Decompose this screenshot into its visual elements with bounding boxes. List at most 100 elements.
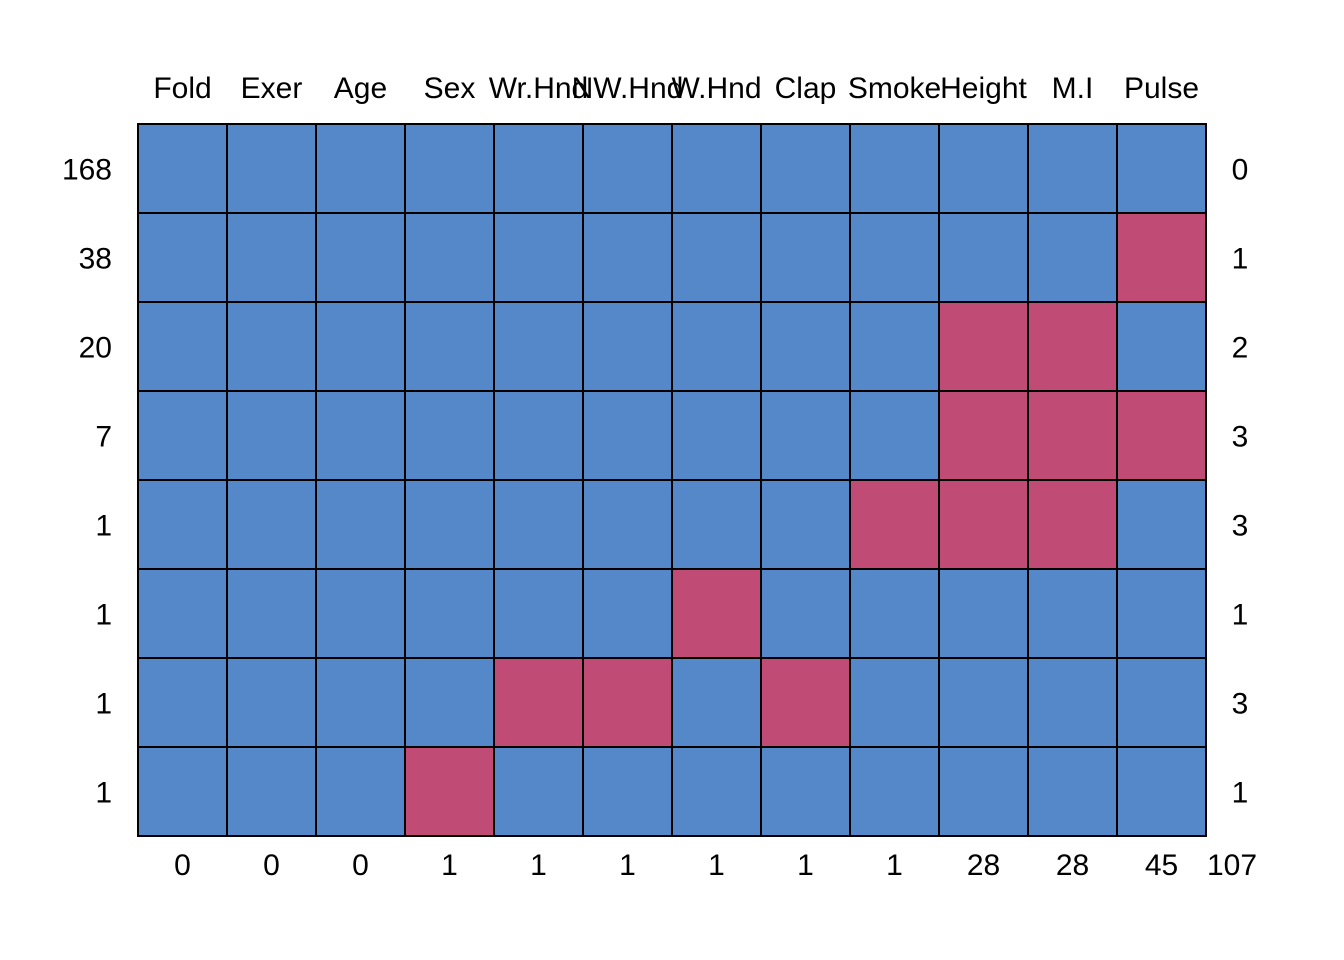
variable-label: Age	[334, 72, 387, 105]
observed-cell	[493, 568, 584, 659]
observed-cell	[404, 212, 495, 303]
pattern-count-labels: 168 38 20 7 1 1 1 1	[62, 154, 112, 810]
observed-cell	[760, 746, 851, 837]
observed-cell	[760, 390, 851, 481]
observed-cell	[760, 212, 851, 303]
observed-cell	[849, 746, 940, 837]
column-missing-label: 1	[441, 849, 458, 882]
pattern-count-label: 20	[79, 332, 112, 365]
observed-cell	[493, 479, 584, 570]
missing-cell	[938, 301, 1029, 392]
column-missing-label: 28	[1056, 849, 1089, 882]
observed-cell	[315, 479, 406, 570]
missing-cell	[1027, 390, 1118, 481]
observed-cell	[137, 301, 228, 392]
variable-label: Exer	[241, 72, 303, 105]
observed-cell	[226, 123, 317, 214]
column-missing-label: 1	[797, 849, 814, 882]
observed-cell	[582, 390, 673, 481]
pattern-missing-labels: 0 1 2 3 3 1 3 1	[1232, 154, 1249, 810]
observed-cell	[1116, 479, 1207, 570]
pattern-count-label: 1	[95, 599, 112, 632]
total-missing-label: 107	[1207, 849, 1257, 882]
observed-cell	[1116, 301, 1207, 392]
observed-cell	[938, 657, 1029, 748]
observed-cell	[226, 479, 317, 570]
observed-cell	[404, 301, 495, 392]
observed-cell	[1027, 657, 1118, 748]
observed-cell	[315, 746, 406, 837]
observed-cell	[671, 301, 762, 392]
column-missing-label: 1	[530, 849, 547, 882]
observed-cell	[938, 746, 1029, 837]
missing-cell	[493, 657, 584, 748]
observed-cell	[404, 479, 495, 570]
observed-cell	[760, 479, 851, 570]
column-missing-label: 1	[708, 849, 725, 882]
observed-cell	[760, 301, 851, 392]
column-missing-label: 0	[352, 849, 369, 882]
missing-cell	[582, 657, 673, 748]
observed-cell	[137, 212, 228, 303]
observed-cell	[582, 301, 673, 392]
column-missing-label: 28	[967, 849, 1000, 882]
observed-cell	[404, 657, 495, 748]
observed-cell	[315, 301, 406, 392]
observed-cell	[1116, 657, 1207, 748]
column-missing-label: 0	[263, 849, 280, 882]
pattern-missing-label: 3	[1232, 421, 1249, 454]
observed-cell	[493, 123, 584, 214]
observed-cell	[582, 746, 673, 837]
pattern-missing-label: 3	[1232, 688, 1249, 721]
observed-cell	[493, 212, 584, 303]
variable-label: Smoke	[848, 72, 941, 105]
observed-cell	[226, 390, 317, 481]
observed-cell	[1027, 123, 1118, 214]
observed-cell	[671, 212, 762, 303]
observed-cell	[671, 390, 762, 481]
pattern-missing-label: 2	[1232, 332, 1249, 365]
variable-label: Height	[940, 72, 1027, 105]
pattern-count-label: 1	[95, 510, 112, 543]
observed-cell	[315, 212, 406, 303]
observed-cell	[938, 212, 1029, 303]
observed-cell	[849, 212, 940, 303]
pattern-count-label: 1	[95, 777, 112, 810]
variable-label: M.I	[1052, 72, 1094, 105]
observed-cell	[404, 390, 495, 481]
missing-cell	[1116, 212, 1207, 303]
observed-cell	[582, 479, 673, 570]
pattern-missing-label: 1	[1232, 599, 1249, 632]
observed-cell	[582, 212, 673, 303]
observed-cell	[849, 657, 940, 748]
observed-cell	[1116, 568, 1207, 659]
variable-label: NW.Hnd	[572, 72, 684, 105]
observed-cell	[226, 301, 317, 392]
pattern-count-label: 1	[95, 688, 112, 721]
observed-cell	[226, 746, 317, 837]
observed-cell	[493, 746, 584, 837]
missing-cell	[1027, 301, 1118, 392]
observed-cell	[137, 746, 228, 837]
observed-cell	[226, 657, 317, 748]
observed-cell	[1116, 746, 1207, 837]
pattern-grid	[137, 123, 1207, 837]
observed-cell	[849, 123, 940, 214]
observed-cell	[1027, 212, 1118, 303]
pattern-missing-label: 0	[1232, 154, 1249, 187]
pattern-count-label: 38	[79, 243, 112, 276]
missing-cell	[938, 390, 1029, 481]
observed-cell	[849, 390, 940, 481]
missing-cell	[404, 746, 495, 837]
missing-cell	[849, 479, 940, 570]
observed-cell	[1027, 746, 1118, 837]
observed-cell	[315, 657, 406, 748]
observed-cell	[226, 568, 317, 659]
observed-cell	[137, 390, 228, 481]
missing-cell	[671, 568, 762, 659]
observed-cell	[493, 390, 584, 481]
observed-cell	[137, 123, 228, 214]
pattern-missing-label: 1	[1232, 777, 1249, 810]
